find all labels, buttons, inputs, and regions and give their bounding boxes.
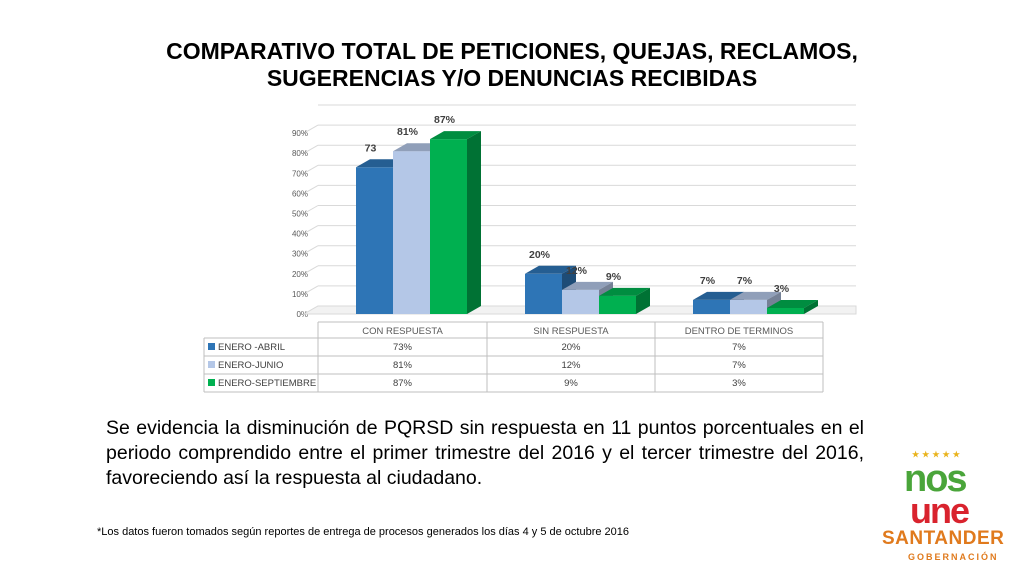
category-label: CON RESPUESTA: [362, 326, 443, 337]
bar-side: [804, 299, 818, 314]
logo-stars: ★★★★★: [912, 450, 963, 459]
footnote: *Los datos fueron tomados según reportes…: [97, 526, 630, 538]
table-cell: 7%: [732, 342, 746, 353]
gridline-side: [303, 265, 319, 275]
y-tick-label: 20%: [292, 270, 308, 279]
logo-santander: SANTANDER: [882, 528, 1005, 549]
legend-swatch: [208, 361, 215, 368]
bar: [393, 151, 430, 314]
gridline-side: [303, 205, 319, 214]
y-tick-label: 70%: [292, 169, 308, 178]
data-label: 7%: [700, 275, 716, 287]
gridline-side: [303, 285, 319, 295]
table-cell: 81%: [393, 360, 413, 371]
data-label: 9%: [606, 271, 622, 283]
category-label: SIN RESPUESTA: [533, 326, 609, 337]
data-label: 81%: [397, 126, 419, 138]
category-label: DENTRO DE TERMINOS: [685, 326, 794, 337]
data-label: 87%: [434, 114, 456, 126]
bar-top: [730, 291, 781, 300]
table-cell: 87%: [393, 378, 413, 389]
y-tick-label: 30%: [292, 250, 308, 259]
gridline-side: [303, 144, 319, 154]
legend-label: ENERO -ABRIL: [218, 342, 285, 353]
bar-top: [599, 287, 650, 296]
bar-top: [562, 281, 613, 290]
y-tick-label: 80%: [292, 149, 308, 158]
data-label: 73: [365, 142, 377, 154]
table-cell: 3%: [732, 378, 746, 389]
summary-paragraph: Se evidencia la disminución de PQRSD sin…: [106, 417, 864, 489]
bar: [730, 299, 767, 314]
bar: [562, 289, 599, 314]
gridline-side: [303, 225, 319, 235]
bar: [356, 167, 393, 314]
table-cell: 12%: [561, 360, 581, 371]
logo-gobernacion: GOBERNACIÓN: [908, 552, 999, 562]
table-cell: 20%: [561, 342, 581, 353]
title-line-1: COMPARATIVO TOTAL DE PETICIONES, QUEJAS,…: [166, 38, 858, 64]
y-tick-label: 10%: [292, 290, 308, 299]
gridline-side: [303, 184, 319, 194]
bar: [430, 139, 467, 314]
data-label: 7%: [737, 275, 753, 287]
bar-top: [430, 131, 481, 140]
bar: [767, 307, 804, 314]
bar-top: [693, 291, 744, 300]
data-label: 12%: [566, 265, 588, 277]
logo-une: une: [910, 490, 970, 531]
gridline-side: [303, 164, 319, 174]
table-cell: 7%: [732, 360, 746, 371]
bar-top: [767, 299, 818, 308]
bar-side: [636, 287, 650, 314]
table-cell: 73%: [393, 342, 413, 353]
legend-label: ENERO-SEPTIEMBRE: [218, 378, 316, 389]
title-line-2: SUGERENCIAS Y/O DENUNCIAS RECIBIDAS: [266, 65, 758, 91]
bar-chart: 0%10%20%30%40%50%60%70%80%90%7320%7%81%1…: [203, 104, 857, 393]
legend-swatch: [208, 343, 215, 350]
bar-side: [467, 131, 481, 314]
y-tick-label: 40%: [292, 230, 308, 239]
bar: [693, 299, 730, 314]
page-title: COMPARATIVO TOTAL DE PETICIONES, QUEJAS,…: [80, 38, 944, 92]
santander-logo: ★★★★★ nos une SANTANDER GOBERNACIÓN: [882, 450, 1006, 570]
bar: [599, 295, 636, 314]
data-label: 3%: [774, 283, 790, 295]
y-tick-label: 60%: [292, 189, 308, 198]
y-tick-label: 50%: [292, 210, 308, 219]
legend-label: ENERO-JUNIO: [218, 360, 283, 371]
bar: [525, 273, 562, 314]
data-label: 20%: [529, 249, 551, 261]
gridline-side: [303, 245, 319, 255]
table-cell: 9%: [564, 378, 578, 389]
bar-top: [525, 265, 576, 274]
legend-swatch: [208, 379, 215, 386]
gridline-side: [303, 124, 319, 134]
y-tick-label: 90%: [292, 129, 308, 138]
logo-nos: nos: [904, 458, 968, 500]
